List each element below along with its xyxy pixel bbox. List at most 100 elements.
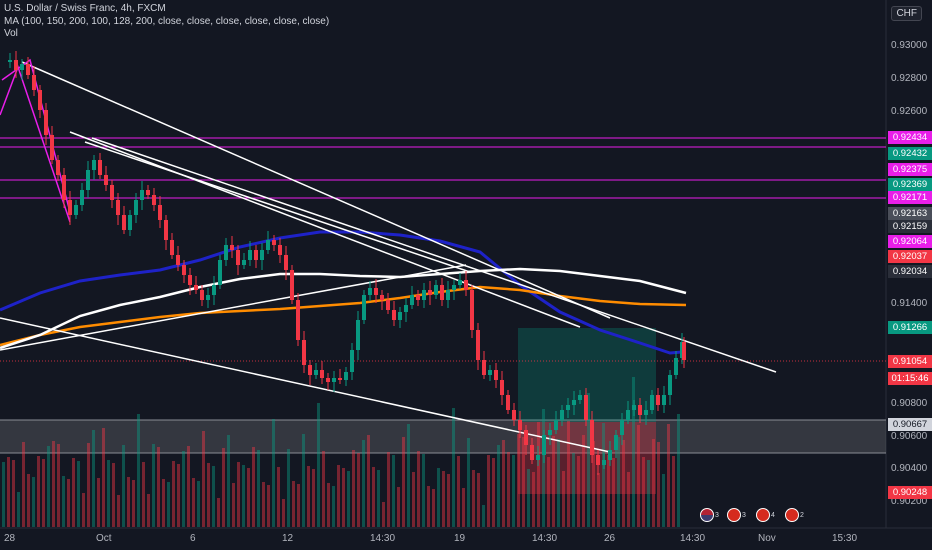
candle-body bbox=[50, 135, 54, 160]
volume-bar bbox=[632, 377, 635, 527]
volume-bar bbox=[152, 444, 155, 527]
volume-bar bbox=[17, 492, 20, 527]
candle-body bbox=[608, 450, 612, 460]
candle-body bbox=[662, 395, 666, 405]
volume-bar bbox=[252, 447, 255, 527]
volume-bar bbox=[232, 483, 235, 527]
volume-bar bbox=[172, 461, 175, 527]
volume-bar bbox=[517, 434, 520, 527]
candle-body bbox=[368, 288, 372, 295]
candle-body bbox=[434, 285, 438, 295]
candle-body bbox=[362, 295, 366, 320]
volume-bar bbox=[507, 452, 510, 527]
candle-body bbox=[8, 60, 12, 62]
volume-bar bbox=[22, 442, 25, 527]
volume-bar bbox=[487, 455, 490, 527]
volume-bar bbox=[602, 423, 605, 527]
price-tag: 0.92034 bbox=[888, 265, 932, 278]
volume-bar bbox=[582, 435, 585, 527]
candle-body bbox=[656, 395, 660, 405]
candle-body bbox=[482, 360, 486, 375]
candle-body bbox=[116, 200, 120, 215]
price-tag: 0.91054 bbox=[888, 355, 932, 368]
volume-bar bbox=[447, 474, 450, 527]
candle-body bbox=[290, 270, 294, 300]
us-flag-icon bbox=[700, 508, 714, 522]
volume-bar bbox=[422, 454, 425, 527]
candle-body bbox=[74, 205, 78, 215]
volume-bar bbox=[597, 473, 600, 527]
volume-bar bbox=[677, 414, 680, 527]
volume-bar bbox=[367, 435, 370, 527]
candle-body bbox=[152, 195, 156, 205]
ma-white-line bbox=[0, 267, 687, 350]
volume-bar bbox=[97, 478, 100, 527]
volume-bar bbox=[112, 463, 115, 527]
ma-indicator-label[interactable]: MA (100, 150, 200, 100, 128, 200, close,… bbox=[4, 15, 330, 27]
candle-body bbox=[626, 410, 630, 420]
candle-body bbox=[320, 370, 324, 378]
candle-body bbox=[638, 405, 642, 415]
volume-bar bbox=[237, 462, 240, 527]
volume-indicator-label[interactable]: Vol bbox=[4, 28, 18, 39]
volume-bar bbox=[127, 477, 130, 527]
ma-orange-line bbox=[0, 285, 687, 347]
volume-bar bbox=[557, 439, 560, 527]
candle-body bbox=[464, 280, 468, 290]
volume-bar bbox=[282, 499, 285, 527]
volume-bar bbox=[67, 479, 70, 527]
price-tag: 01:15:46 bbox=[888, 372, 932, 385]
volume-bar bbox=[337, 465, 340, 527]
candle-body bbox=[98, 160, 102, 175]
event-marker[interactable]: 4 bbox=[756, 508, 775, 522]
volume-bar bbox=[657, 442, 660, 527]
volume-bar bbox=[412, 472, 415, 527]
time-axis-label: 26 bbox=[604, 533, 616, 544]
volume-bar bbox=[587, 393, 590, 527]
volume-bar bbox=[192, 478, 195, 527]
candle-body bbox=[92, 160, 96, 170]
candle-body bbox=[632, 405, 636, 410]
volume-bar bbox=[12, 460, 15, 527]
candle-body bbox=[422, 290, 426, 300]
volume-bar bbox=[77, 461, 80, 527]
time-axis-label: 15:30 bbox=[832, 533, 858, 544]
volume-bar bbox=[27, 474, 30, 527]
candle-body bbox=[416, 295, 420, 300]
candle-body bbox=[572, 400, 576, 405]
candle-body bbox=[206, 295, 210, 300]
candle-body bbox=[260, 250, 264, 260]
candle-body bbox=[338, 378, 342, 380]
candle-body bbox=[104, 175, 108, 185]
volume-bar bbox=[162, 479, 165, 527]
candle-body bbox=[356, 320, 360, 350]
volume-bar bbox=[272, 419, 275, 527]
volume-bar bbox=[242, 465, 245, 527]
volume-bar bbox=[467, 438, 470, 527]
candle-body bbox=[278, 245, 282, 255]
volume-bar bbox=[72, 458, 75, 527]
event-count: 3 bbox=[742, 511, 746, 519]
currency-button[interactable]: CHF bbox=[891, 6, 922, 21]
event-marker[interactable]: 2 bbox=[785, 508, 804, 522]
symbol-title[interactable]: U.S. Dollar / Swiss Franc, 4h, FXCM bbox=[4, 3, 166, 14]
volume-bar bbox=[652, 439, 655, 527]
candle-body bbox=[302, 340, 306, 365]
candle-body bbox=[446, 290, 450, 300]
candle-body bbox=[266, 240, 270, 250]
event-marker[interactable]: 3 bbox=[700, 508, 719, 522]
volume-bar bbox=[382, 502, 385, 527]
volume-bars bbox=[2, 377, 680, 527]
event-marker[interactable]: 3 bbox=[727, 508, 746, 522]
volume-bar bbox=[37, 456, 40, 527]
price-axis-label: 0.90600 bbox=[891, 431, 928, 442]
volume-bar bbox=[257, 450, 260, 527]
volume-bar bbox=[462, 488, 465, 527]
candle-body bbox=[380, 295, 384, 300]
candle-body bbox=[140, 190, 144, 200]
volume-bar bbox=[352, 450, 355, 527]
price-tag: 0.92159 bbox=[888, 220, 932, 233]
candle-body bbox=[500, 380, 504, 395]
price-tag: 0.92037 bbox=[888, 250, 932, 263]
